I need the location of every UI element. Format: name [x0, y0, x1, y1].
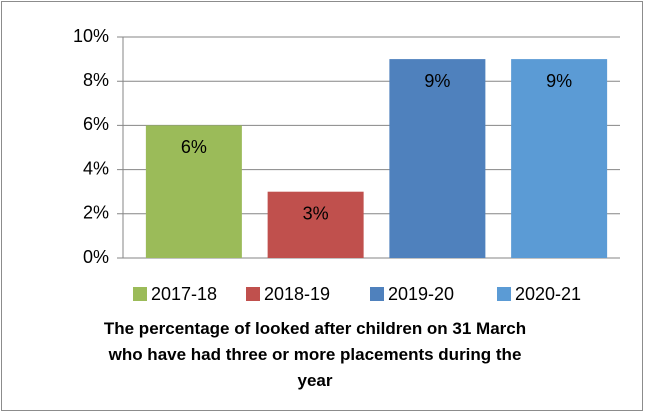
bar	[267, 191, 364, 258]
y-tick-label: 6%	[83, 114, 109, 134]
legend-label: 2017-18	[151, 284, 217, 304]
data-label: 9%	[546, 71, 572, 91]
bar	[511, 59, 608, 258]
y-tick-label: 4%	[83, 158, 109, 178]
legend-swatch	[246, 287, 260, 301]
legend-swatch	[133, 287, 147, 301]
legend-swatch	[370, 287, 384, 301]
data-label: 3%	[303, 203, 329, 223]
y-tick-label: 2%	[83, 203, 109, 223]
y-tick-label: 10%	[73, 26, 109, 46]
y-tick-label: 0%	[83, 247, 109, 267]
bar	[389, 59, 486, 258]
data-label: 6%	[181, 137, 207, 157]
y-tick-label: 8%	[83, 70, 109, 90]
legend-swatch	[497, 287, 511, 301]
legend-label: 2018-19	[264, 284, 330, 304]
legend-label: 2019-20	[388, 284, 454, 304]
data-label: 9%	[424, 71, 450, 91]
chart-title: The percentage of looked after children …	[103, 319, 527, 390]
bar	[145, 125, 242, 259]
legend-label: 2020-21	[515, 284, 581, 304]
